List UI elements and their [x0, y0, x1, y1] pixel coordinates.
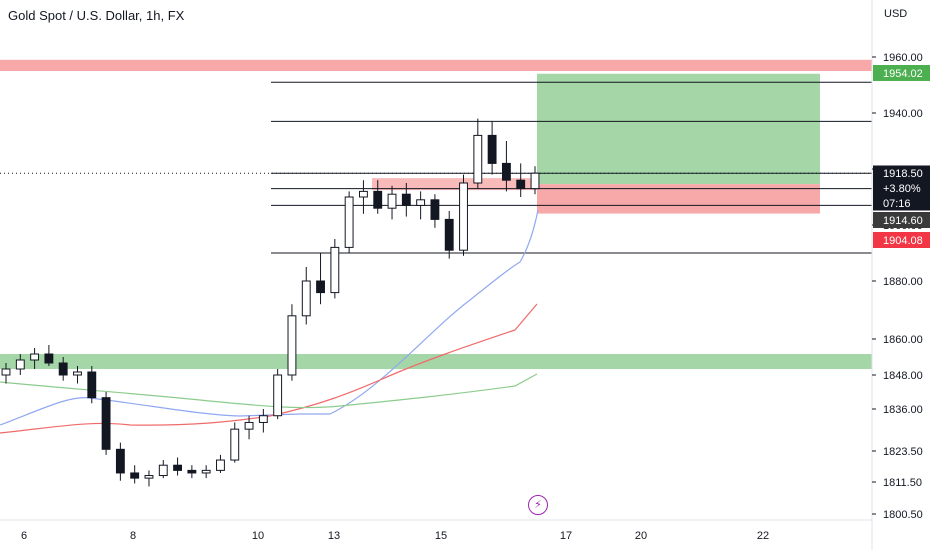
candle-body — [301, 280, 311, 317]
candle-body — [530, 172, 540, 190]
candle-body — [416, 199, 426, 206]
candle-body — [15, 359, 25, 370]
position-target-box — [537, 73, 820, 185]
y-tick-label: 1960.00 — [883, 52, 923, 64]
chart-title: Gold Spot / U.S. Dollar, 1h, FX — [8, 8, 185, 23]
price-axis-bg — [872, 0, 932, 550]
candle-body — [87, 371, 97, 399]
y-tick-label: 1860.00 — [883, 334, 923, 346]
price-tag — [873, 65, 930, 81]
price-tag-label: 07:16 — [883, 198, 911, 210]
price-tag-label: 1954.02 — [883, 68, 923, 80]
candle-body — [144, 475, 154, 479]
moving-average-red — [0, 303, 538, 434]
candle-body — [273, 374, 283, 417]
y-tick-label: 1836.00 — [883, 404, 923, 416]
y-tick-label: 1811.50 — [883, 477, 922, 489]
price-tag-label: 1918.50 — [883, 168, 923, 180]
candle-body — [316, 280, 325, 294]
price-tag — [873, 195, 930, 211]
candle-body — [473, 134, 483, 184]
x-tick-label: 22 — [757, 530, 769, 542]
candle-body — [287, 315, 297, 376]
price-tag-label: +3.80% — [883, 183, 921, 195]
candle-body — [158, 464, 168, 477]
candle-body — [1, 368, 11, 376]
candle-body — [130, 472, 140, 479]
candle-body — [359, 190, 368, 198]
y-tick-label: 1800.50 — [883, 509, 923, 521]
x-tick-label: 20 — [635, 530, 647, 542]
candle-body — [258, 415, 268, 423]
candle-body — [230, 428, 240, 461]
candle-body — [516, 179, 526, 190]
resistance-zone — [0, 59, 872, 71]
price-tag-label: 1904.08 — [883, 235, 923, 247]
x-tick-label: 8 — [130, 530, 136, 542]
candle-body — [30, 353, 40, 361]
currency-label[interactable]: USD — [884, 8, 908, 20]
price-tag — [873, 180, 930, 196]
lightning-bolt-icon[interactable]: ⚡ — [528, 495, 548, 515]
candle-body — [344, 196, 354, 248]
candle-body — [459, 182, 468, 251]
x-tick-label: 17 — [560, 530, 572, 542]
candle-body — [173, 464, 182, 471]
candle-body — [73, 371, 82, 376]
x-tick-label: 6 — [21, 530, 27, 542]
candle-body — [444, 218, 454, 251]
candle-body — [387, 193, 397, 209]
moving-average-green — [0, 373, 538, 409]
candle-body — [401, 193, 411, 206]
y-tick-label: 1848.00 — [883, 370, 923, 382]
candle-body — [501, 162, 511, 181]
candle-body — [487, 134, 497, 164]
candle-body — [44, 353, 54, 364]
candle-body — [216, 459, 225, 471]
candle-body — [201, 469, 211, 474]
support-zone — [0, 354, 872, 369]
x-tick-label: 15 — [435, 530, 447, 542]
candle-body — [187, 469, 197, 474]
candle-body — [373, 190, 383, 209]
candle-body — [330, 246, 340, 294]
y-tick-label: 1823.50 — [883, 446, 923, 458]
candle-body — [58, 362, 68, 376]
candle-body — [115, 448, 125, 474]
price-tag — [873, 212, 930, 228]
entry-zone — [372, 178, 537, 191]
candle-body — [244, 421, 254, 430]
price-tag — [873, 165, 930, 181]
x-tick-label: 10 — [252, 530, 264, 542]
y-tick-label: 1940.00 — [883, 108, 923, 120]
price-tag-label: 1914.60 — [883, 215, 923, 227]
candle-body — [430, 199, 440, 220]
candle-body — [101, 397, 111, 450]
x-tick-label: 13 — [328, 530, 340, 542]
price-tag — [873, 232, 930, 248]
y-tick-label: 1880.00 — [883, 276, 923, 288]
